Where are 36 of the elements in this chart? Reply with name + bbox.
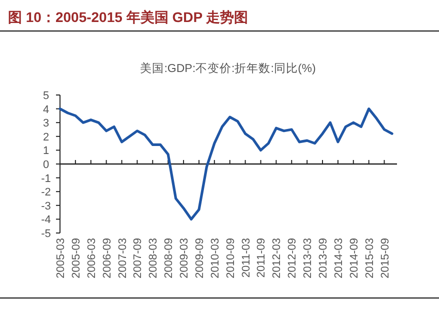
x-tick-label: 2012-09 <box>286 238 299 278</box>
x-tick-label: 2008-03 <box>148 238 160 278</box>
x-tick-label: 2013-03 <box>302 238 314 278</box>
y-tick-label: 5 <box>42 90 50 102</box>
line-series <box>58 108 394 220</box>
y-tick-label: -1 <box>41 172 51 185</box>
y-tick-label: 0 <box>42 159 50 171</box>
x-tick-label: 2015-09 <box>379 238 392 278</box>
x-tick-label: 2009-03 <box>178 238 191 278</box>
title: 图 10：2005-2015 年美国 GDP 走势图 <box>8 9 248 25</box>
x-tick-label: 2010-03 <box>209 238 222 278</box>
y-tick-label: 4 <box>42 104 50 116</box>
x-tick-label: 2008-09 <box>163 238 176 278</box>
x-tick-label: 2011-09 <box>256 238 268 278</box>
x-tick-label: 2010-09 <box>224 238 237 278</box>
y-tick-label: 3 <box>42 118 50 130</box>
x-tick-label: 2007-03 <box>116 238 129 278</box>
x-tick-label: 2006-03 <box>86 238 98 278</box>
x-tick-label: 2006-09 <box>101 238 114 278</box>
y-tick-label: -3 <box>41 200 51 212</box>
x-tick-label: 2014-09 <box>348 238 360 278</box>
x-tick-label: 2013-09 <box>318 238 330 278</box>
y-tick-label: -2 <box>41 186 51 199</box>
y-tick-label: 2 <box>42 131 50 144</box>
x-tick-label: 2005-09 <box>70 238 82 278</box>
x-tick-label: 2015-03 <box>364 238 376 278</box>
x-tick-label: 2011-03 <box>240 238 252 278</box>
y-tick-label: -5 <box>41 228 51 240</box>
y-tick-label: 1 <box>42 145 50 158</box>
y-tick-label: -4 <box>41 214 51 226</box>
subtitle: 美国:GDP:不变价:折年数:同比(%) <box>140 63 316 75</box>
x-tick-label: 2014-03 <box>332 238 345 278</box>
x-tick-label: 2009-09 <box>194 238 206 278</box>
x-tick-label: 2007-09 <box>132 238 144 278</box>
x-tick-label: 2012-03 <box>271 238 284 278</box>
x-tick-label: 2005-03 <box>55 238 67 278</box>
